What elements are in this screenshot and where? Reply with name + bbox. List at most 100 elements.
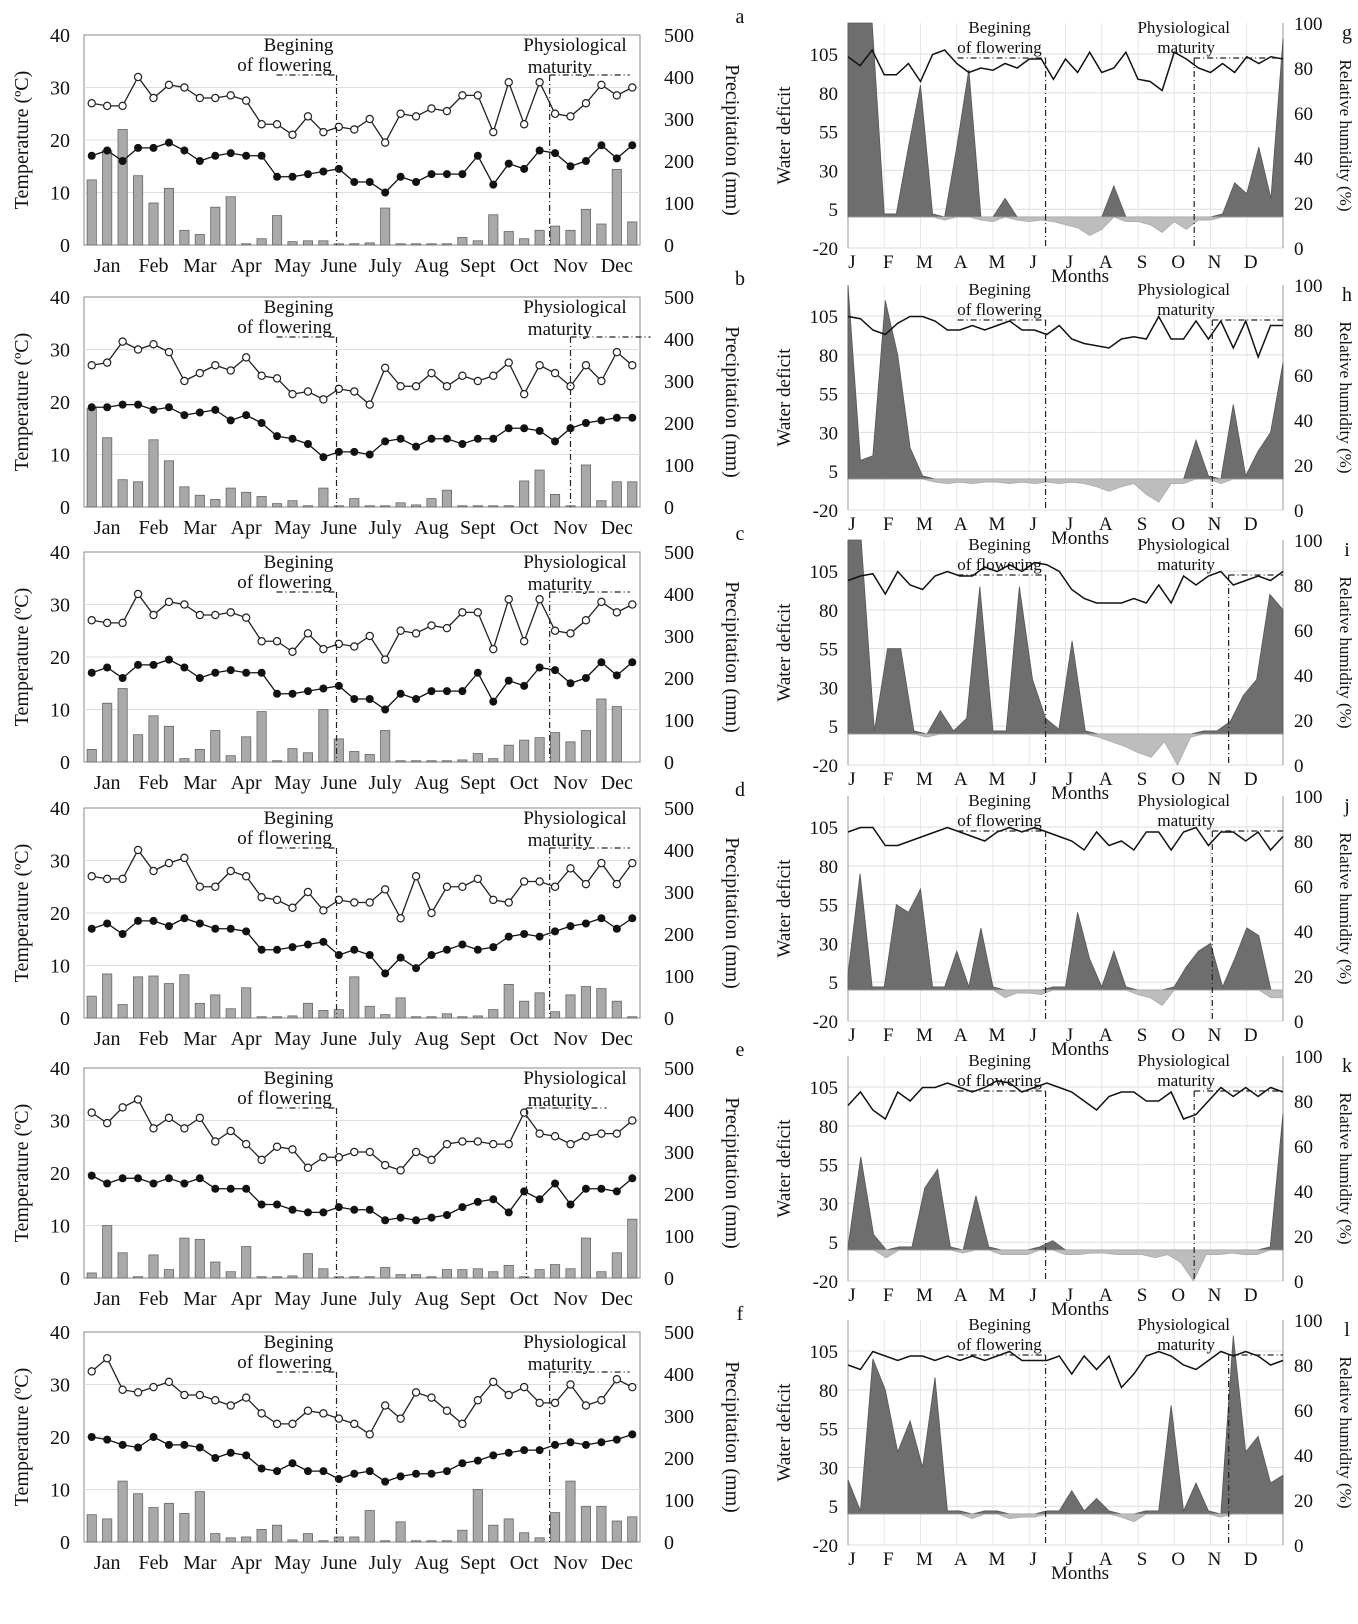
rh-tick-label: 60 [1294, 877, 1313, 898]
precip-bar [272, 1524, 283, 1543]
tmax-point [149, 93, 158, 103]
tmin-point [319, 167, 328, 176]
water-deficit-negative-area [848, 1249, 1283, 1282]
flowering-label: Begining [264, 1332, 334, 1353]
rh-tick-label: 60 [1294, 1137, 1313, 1158]
precip-bar [472, 1268, 483, 1279]
tmin-point [597, 141, 606, 150]
month-initial: O [1171, 1549, 1185, 1570]
month-label: Oct [510, 772, 539, 794]
precip-bar [519, 739, 530, 763]
tmin-point [211, 668, 220, 677]
tmax-point [628, 83, 637, 92]
tmin-point [442, 945, 451, 954]
precip-tick-label: 100 [664, 1226, 694, 1248]
precip-tick-label: 0 [664, 1268, 674, 1290]
month-initial: S [1137, 252, 1148, 273]
tmin-point [319, 684, 328, 693]
precip-bar [349, 498, 360, 508]
month-initial: D [1244, 252, 1258, 273]
precip-bar [179, 486, 190, 508]
tmin-point [427, 1213, 436, 1222]
precip-bar [163, 1269, 174, 1279]
months-axis-title: Months [1051, 1039, 1109, 1060]
month-initial: A [1099, 514, 1113, 535]
tmin-point [350, 1469, 359, 1478]
precip-bar [287, 1539, 298, 1543]
precip-bar [117, 688, 128, 763]
rh-tick-label: 0 [1294, 1272, 1304, 1293]
month-initial: J [1030, 1549, 1037, 1570]
month-initial: N [1208, 252, 1222, 273]
tmax-point [164, 80, 174, 90]
tmin-point [473, 945, 482, 954]
month-initial: A [1099, 252, 1113, 273]
tmax-point [458, 608, 467, 617]
precip-bar [411, 243, 422, 246]
month-label: Nov [553, 1288, 587, 1310]
tmax-point [597, 597, 606, 607]
month-label: Aug [414, 772, 448, 794]
tmin-point [164, 922, 173, 931]
tmax-point [164, 347, 174, 357]
tmax-point [581, 879, 591, 889]
precip-bar [503, 744, 514, 763]
temp-tick-label: 10 [50, 1216, 70, 1238]
month-initial: J [1066, 1025, 1073, 1046]
wd-tick-label: -20 [813, 756, 838, 777]
tmin-point [504, 932, 513, 941]
water-deficit-positive-area [847, 539, 1284, 735]
month-label: July [368, 255, 401, 277]
temp-tick-label: 20 [50, 647, 70, 669]
tmin-point [319, 1467, 328, 1476]
wd-tick-label: 55 [819, 1156, 838, 1177]
tmax-point [303, 887, 313, 897]
month-initial: M [989, 1025, 1006, 1046]
wd-tick-label: 80 [819, 346, 838, 367]
precip-bar [503, 505, 514, 508]
tmin-point [257, 1200, 266, 1209]
tmax-point [319, 127, 328, 137]
tmin-point [581, 1440, 590, 1449]
water-deficit-axis-title: Water deficit [774, 603, 795, 702]
tmin-point [597, 416, 606, 425]
precip-tick-label: 500 [664, 1322, 694, 1344]
tmin-point [273, 432, 282, 441]
tmax-point [180, 1390, 189, 1400]
tmin-point [381, 705, 390, 714]
precip-bar [86, 1272, 97, 1279]
month-initial: F [883, 1285, 894, 1306]
tmin-point [195, 157, 204, 165]
precip-tick-label: 100 [664, 966, 694, 988]
tmax-point [442, 106, 452, 116]
precip-tick-label: 400 [664, 1364, 694, 1386]
tmin-point [612, 154, 621, 163]
tmax-point [180, 376, 189, 386]
tmax-point [149, 1382, 158, 1392]
precip-bar [580, 1237, 591, 1279]
tmax-point [519, 1382, 529, 1392]
precip-bar [272, 503, 283, 508]
tmin-point [103, 1179, 112, 1188]
tmax-point [411, 112, 421, 121]
precip-bar [596, 1505, 607, 1543]
tmax-point [118, 337, 127, 346]
rh-tick-label: 60 [1294, 1401, 1313, 1422]
tmax-point [581, 1401, 591, 1410]
relative-humidity-line [847, 48, 1284, 92]
wd-tick-label: 30 [819, 1194, 838, 1215]
tmin-point [427, 951, 436, 959]
tmax-point [118, 1385, 127, 1394]
tmax-point [396, 1166, 405, 1175]
month-label: Sept [460, 772, 496, 794]
rh-tick-label: 60 [1294, 621, 1313, 642]
rh-tick-label: 100 [1294, 14, 1323, 35]
tmax-point [581, 99, 591, 108]
tmax-point [396, 382, 405, 391]
tmax-point [211, 361, 220, 370]
tmax-point [180, 1124, 189, 1133]
temperature-axis-title: Temperature (ºC) [11, 1104, 33, 1243]
water-deficit-positive-area [847, 873, 1283, 991]
